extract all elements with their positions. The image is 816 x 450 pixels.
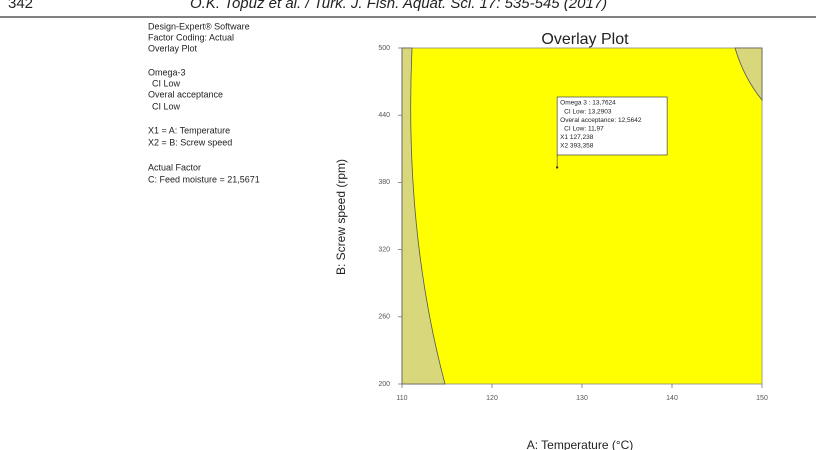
legend-line: X1 = A: Temperature	[148, 125, 230, 135]
x-axis-title: A: Temperature (°C)	[527, 438, 634, 450]
y-tick-label: 320	[378, 246, 390, 253]
legend-line: CI Low	[152, 78, 181, 88]
x-tick-label: 140	[666, 395, 678, 402]
legend-line: Factor Coding: Actual	[148, 32, 234, 42]
citation: Ö.K. Topuz et al. / Turk. J. Fish. Aquat…	[190, 0, 607, 12]
x-tick-label: 130	[576, 395, 588, 402]
flag-line: Overal acceptance: 12,5642	[560, 117, 642, 124]
y-axis-title: B: Screw speed (rpm)	[334, 159, 348, 275]
excluded-region	[734, 47, 763, 102]
flag-line: X1 127,238	[560, 134, 594, 141]
legend-line: Omega-3	[148, 67, 186, 77]
x-tick-label: 150	[756, 395, 768, 402]
y-tick-label: 380	[378, 179, 390, 186]
legend-line: Actual Factor	[148, 162, 201, 172]
page-number: 342	[8, 0, 33, 12]
legend-line: Overlay Plot	[148, 43, 198, 53]
excluded-region	[401, 47, 446, 385]
legend-line: C: Feed moisture = 21,5671	[148, 174, 260, 184]
legend-line: Design-Expert® Software	[148, 21, 250, 31]
flag-box	[556, 96, 668, 156]
x-tick-label: 110	[396, 395, 407, 402]
x-tick-label: 120	[486, 395, 498, 402]
y-tick-label: 500	[378, 45, 390, 52]
flag-line: CI Low: 11,97	[564, 126, 604, 133]
legend-line: X2 = B: Screw speed	[148, 137, 232, 147]
y-tick-label: 200	[378, 381, 390, 388]
design-point	[555, 166, 559, 169]
y-tick-label: 440	[378, 112, 390, 119]
y-tick-label: 260	[378, 314, 390, 321]
flag-line: Omega 3 : 13,7624	[560, 100, 616, 107]
flag-line: CI Low: 13,2903	[564, 108, 612, 115]
legend-line: Overal acceptance	[148, 89, 223, 99]
legend-line: CI Low	[152, 101, 181, 111]
chart-title: Overlay Plot	[541, 31, 629, 48]
flag-line: X2 393,358	[560, 143, 594, 150]
